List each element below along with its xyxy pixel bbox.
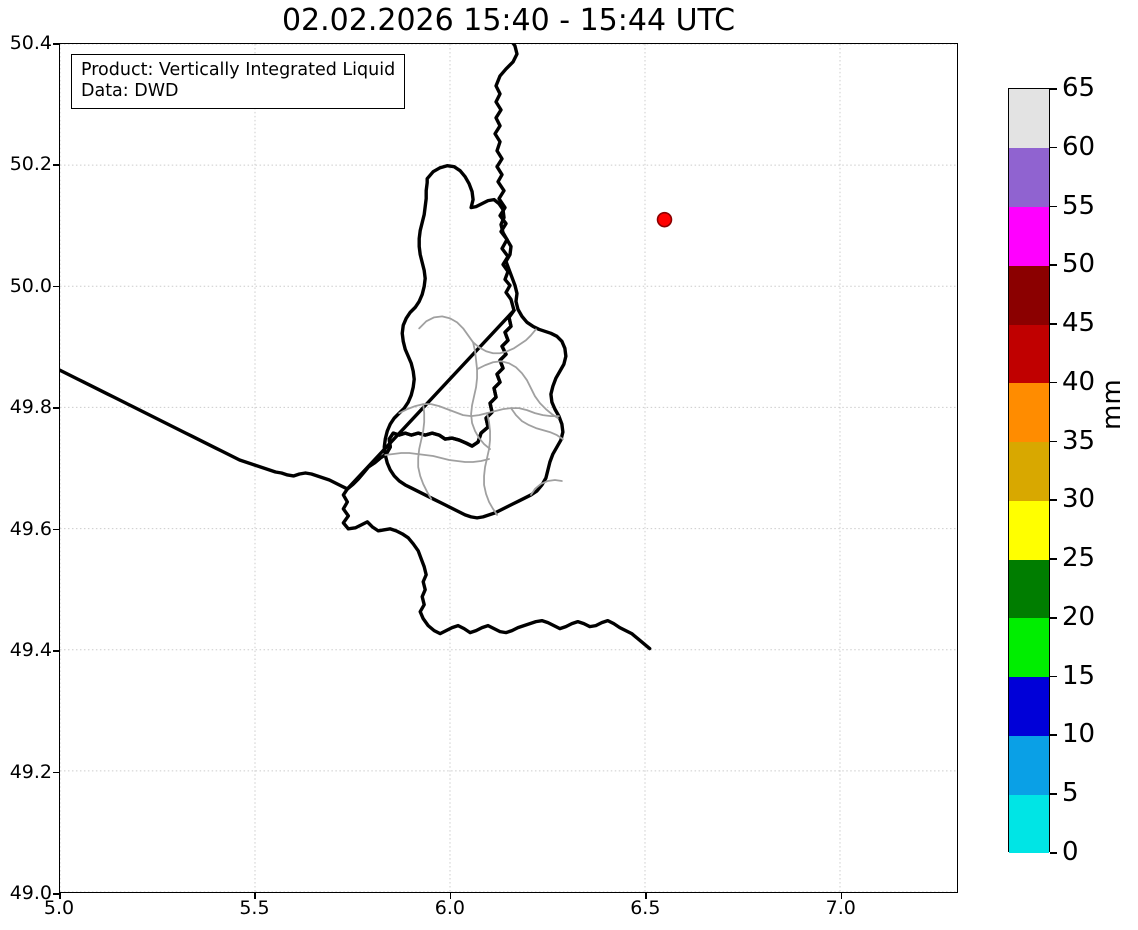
y-tick-label: 50.4 — [9, 32, 52, 54]
internal-district-borders — [384, 315, 564, 516]
colorbar-tick-label: 65 — [1062, 73, 1096, 103]
colorbar-tick-label: 0 — [1062, 837, 1079, 867]
y-tick-label: 49.4 — [9, 639, 52, 662]
x-tick-mark — [59, 893, 61, 899]
colorbar-tick-mark — [1050, 146, 1057, 149]
x-tick-label: 7.0 — [825, 897, 856, 919]
x-tick-label: 6.0 — [434, 897, 465, 919]
colorbar-band — [1009, 147, 1049, 208]
national-borders — [60, 44, 652, 651]
colorbar-tick-mark — [1050, 499, 1057, 501]
y-tick-mark — [53, 285, 59, 288]
colorbar-tick-mark — [1050, 381, 1057, 384]
page-title: 02.02.2026 15:40 - 15:44 UTC — [281, 3, 736, 38]
y-tick-label: 50.0 — [9, 274, 52, 297]
colorbar-tick-mark — [1050, 852, 1057, 854]
info-line-data: Data: DWD — [81, 81, 179, 101]
colorbar[interactable] — [1008, 88, 1050, 854]
colorbar-tick-mark — [1050, 675, 1057, 678]
colorbar-tick-label: 5 — [1062, 778, 1079, 809]
x-tick-mark — [449, 893, 452, 899]
colorbar-tick-label: 50 — [1062, 249, 1096, 280]
colorbar-tick-label: 35 — [1062, 425, 1096, 456]
colorbar-band — [1009, 265, 1049, 325]
y-tick-label: 49.2 — [9, 760, 52, 783]
colorbar-band — [1009, 676, 1049, 736]
map-canvas — [60, 44, 957, 892]
colorbar-tick-mark — [1050, 734, 1057, 737]
y-tick-mark — [53, 43, 59, 45]
colorbar-band — [1009, 382, 1049, 443]
map-plot-area[interactable]: Product: Vertically Integrated Liquid Da… — [59, 43, 958, 893]
info-line-product: Product: Vertically Integrated Liquid — [81, 60, 396, 80]
colorbar-band — [1009, 441, 1049, 501]
x-tick-mark — [254, 893, 257, 899]
y-tick-label: 50.2 — [9, 153, 52, 176]
colorbar-tick-label: 60 — [1062, 131, 1096, 162]
colorbar-band — [1009, 500, 1049, 560]
colorbar-tick-labels: 0 5 10 15 20 25 30 35 40 45 50 55 60 65 — [1050, 75, 1136, 865]
y-tick-mark — [53, 650, 59, 652]
colorbar-tick-mark — [1050, 793, 1057, 795]
colorbar-unit-label: mm — [1097, 379, 1127, 430]
colorbar-tick-label: 40 — [1062, 366, 1096, 397]
colorbar-tick-mark — [1050, 264, 1057, 266]
x-tick-label: 5.5 — [239, 897, 270, 919]
x-axis-ticks: 5.0 5.5 6.0 6.5 7.0 — [44, 897, 958, 929]
y-tick-label: 49.0 — [9, 882, 52, 904]
y-tick-mark — [53, 771, 59, 774]
product-info-box: Product: Vertically Integrated Liquid Da… — [71, 54, 406, 109]
colorbar-band — [1009, 559, 1049, 619]
colorbar-band — [1009, 794, 1049, 854]
colorbar-tick-label: 10 — [1062, 719, 1096, 750]
colorbar-band — [1009, 89, 1049, 149]
y-axis-ticks: 49.0 49.2 49.4 49.6 49.8 50.0 50.2 50.4 — [0, 34, 52, 903]
radar-site-marker[interactable] — [656, 211, 673, 228]
colorbar-band — [1009, 617, 1049, 678]
colorbar-tick-label: 15 — [1062, 660, 1096, 691]
colorbar-tick-mark — [1050, 440, 1057, 443]
colorbar-band — [1009, 735, 1049, 795]
colorbar-tick-mark — [1050, 616, 1057, 619]
x-tick-mark — [840, 893, 843, 899]
colorbar-tick-mark — [1050, 323, 1057, 325]
colorbar-tick-label: 25 — [1062, 543, 1096, 574]
colorbar-band — [1009, 324, 1049, 384]
x-tick-mark — [645, 893, 647, 899]
colorbar-band — [1009, 206, 1049, 266]
colorbar-tick-mark — [1050, 205, 1057, 208]
gridlines — [60, 44, 957, 892]
colorbar-tick-label: 30 — [1062, 484, 1096, 515]
y-tick-mark — [53, 528, 59, 531]
colorbar-tick-label: 45 — [1062, 308, 1096, 339]
y-tick-mark — [53, 893, 59, 895]
x-tick-label: 6.5 — [630, 897, 661, 919]
colorbar-tick-label: 55 — [1062, 190, 1096, 221]
y-tick-label: 49.8 — [9, 396, 52, 419]
y-tick-mark — [53, 407, 59, 409]
colorbar-tick-mark — [1050, 88, 1057, 90]
y-tick-label: 49.6 — [9, 517, 52, 540]
colorbar-tick-mark — [1050, 558, 1057, 560]
x-tick-label: 5.0 — [43, 897, 75, 919]
colorbar-tick-label: 20 — [1062, 601, 1096, 632]
y-tick-mark — [53, 164, 59, 167]
